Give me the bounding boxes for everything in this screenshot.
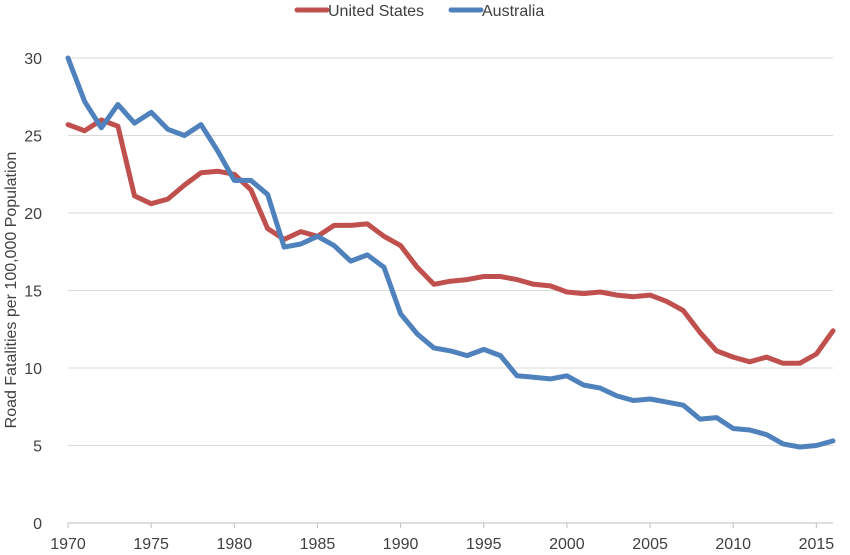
x-tick-label-1975: 1975 <box>133 536 169 553</box>
series-lines <box>65 55 836 450</box>
y-tick-label-10: 10 <box>24 361 42 378</box>
y-tick-label-25: 25 <box>24 129 42 146</box>
series-line-australia <box>65 55 836 450</box>
x-tick-label-2000: 2000 <box>549 536 585 553</box>
y-tick-label-15: 15 <box>24 284 42 301</box>
x-tick-label-2005: 2005 <box>632 536 668 553</box>
x-tick-label-1990: 1990 <box>383 536 419 553</box>
y-tick-label-0: 0 <box>33 516 42 533</box>
gridlines <box>68 57 833 446</box>
y-axis-title: Road Fatalities per 100,000 Population <box>3 152 20 429</box>
x-tick-label-1985: 1985 <box>300 536 336 553</box>
x-tick-label-1970: 1970 <box>50 536 86 553</box>
x-tick-label-1980: 1980 <box>217 536 253 553</box>
legend-label-australia: Australia <box>482 3 544 20</box>
x-tick-label-2010: 2010 <box>715 536 751 553</box>
axes: 0 5 10 15 20 25 30 1970 1975 1980 1985 1990 1995 2000… <box>24 51 834 553</box>
x-tick-label-1995: 1995 <box>466 536 502 553</box>
x-tick-label-2015: 2015 <box>799 536 835 553</box>
legend: United States Australia <box>294 3 544 20</box>
y-tick-label-5: 5 <box>33 439 42 456</box>
series-line-united-states <box>65 117 836 366</box>
y-tick-label-20: 20 <box>24 206 42 223</box>
legend-label-united-states: United States <box>328 3 424 20</box>
y-tick-label-30: 30 <box>24 51 42 68</box>
